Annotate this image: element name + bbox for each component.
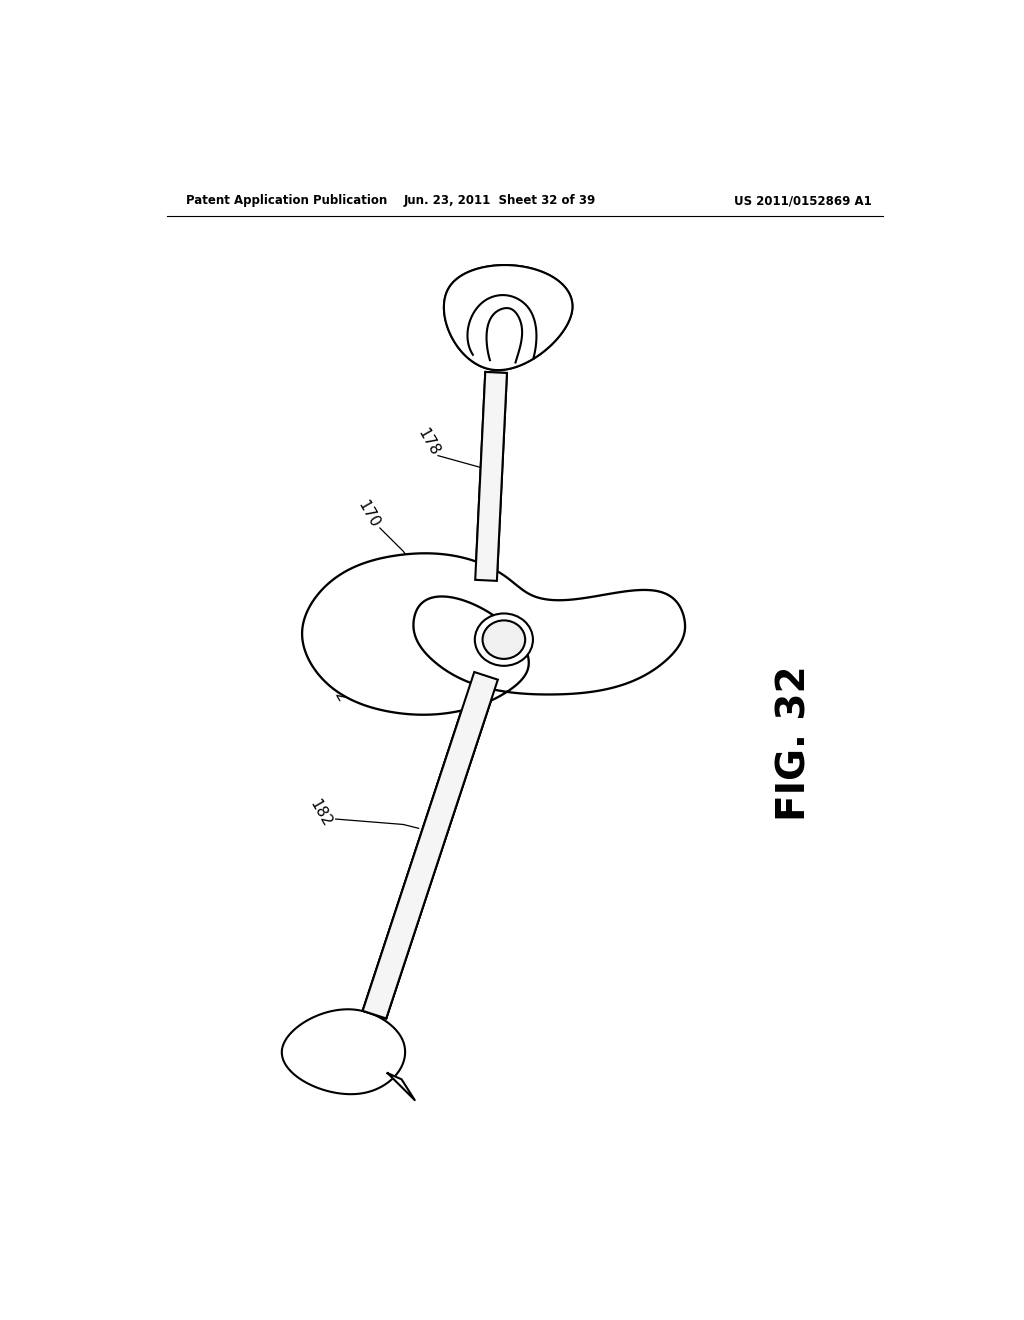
Ellipse shape [482, 620, 525, 659]
Ellipse shape [475, 614, 532, 665]
Text: 172: 172 [322, 673, 349, 706]
PathPatch shape [282, 1010, 406, 1094]
Text: Patent Application Publication: Patent Application Publication [186, 194, 387, 207]
Text: Jun. 23, 2011  Sheet 32 of 39: Jun. 23, 2011 Sheet 32 of 39 [403, 194, 596, 207]
Text: US 2011/0152869 A1: US 2011/0152869 A1 [734, 194, 872, 207]
Text: 182: 182 [306, 797, 334, 829]
Polygon shape [362, 672, 498, 1019]
PathPatch shape [385, 589, 599, 678]
Polygon shape [388, 1073, 415, 1100]
PathPatch shape [359, 578, 626, 689]
Polygon shape [362, 672, 498, 1019]
Polygon shape [475, 372, 507, 581]
Text: 178: 178 [415, 425, 442, 458]
PathPatch shape [444, 265, 572, 370]
PathPatch shape [444, 265, 572, 370]
Text: 170: 170 [354, 498, 382, 531]
PathPatch shape [332, 566, 654, 701]
Polygon shape [362, 672, 498, 1019]
Polygon shape [475, 372, 507, 581]
PathPatch shape [411, 599, 572, 667]
PathPatch shape [302, 553, 685, 714]
Text: FIG. 32: FIG. 32 [775, 665, 813, 821]
